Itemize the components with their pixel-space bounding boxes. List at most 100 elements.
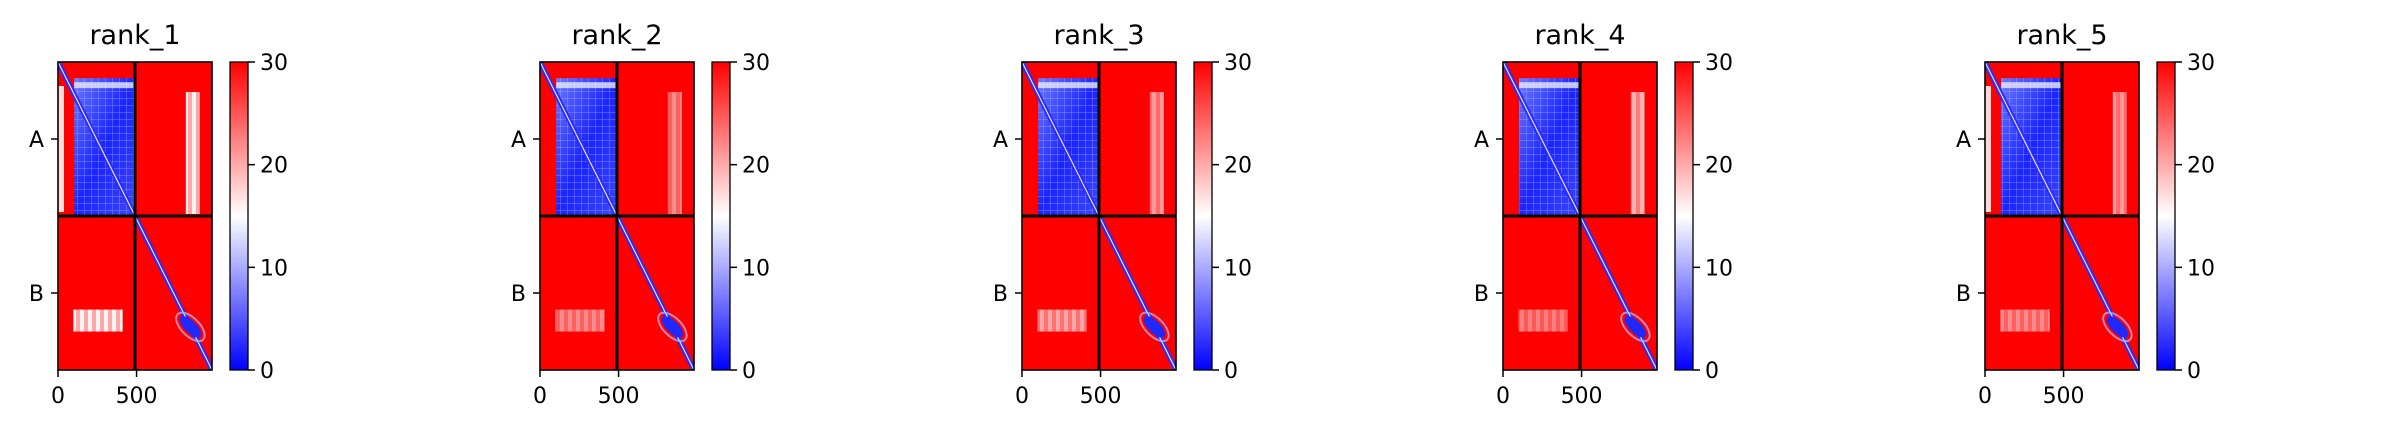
colorbar-tick-label: 30 [260, 51, 288, 76]
colorbar-tick-label: 30 [742, 51, 770, 76]
chart-title: rank_5 [2016, 20, 2107, 51]
colorbar-tick-label: 0 [742, 359, 756, 384]
x-tick-label: 0 [1978, 384, 1992, 409]
colorbar-tick-label: 20 [1224, 154, 1252, 179]
x-tick-label: 500 [2043, 384, 2085, 409]
colorbar-tick-label: 30 [2187, 51, 2215, 76]
n-terminal-band [1985, 86, 1991, 212]
subplot-rank_2: rank_2 A B 0 500 0 10 20 30 [511, 20, 770, 409]
colorbar: 0 10 20 30 [711, 51, 770, 384]
block-ab-stripe [1149, 92, 1164, 214]
bb-blob [179, 316, 202, 338]
colorbar-tick-label: 0 [1224, 359, 1238, 384]
colorbar-tick-label: 0 [2187, 359, 2201, 384]
x-tick-label: 0 [533, 384, 547, 409]
colorbar-gradient [1194, 62, 1212, 370]
heatmap-image [540, 62, 694, 370]
y-tick-label: B [511, 282, 526, 307]
block-ab-stripe [2112, 92, 2127, 214]
x-tick-label: 500 [598, 384, 640, 409]
y-tick-label: B [1474, 282, 1489, 307]
chart-title: rank_4 [1534, 20, 1625, 51]
block-ab-stripe [667, 92, 682, 214]
subplot-rank_3: rank_3 A B 0 500 0 10 20 30 [993, 20, 1252, 409]
colorbar-tick-label: 30 [1705, 51, 1733, 76]
colorbar-frame [229, 61, 249, 371]
x-tick-label: 0 [51, 384, 65, 409]
colorbar-tick-label: 10 [1705, 256, 1733, 281]
colorbar-gradient [712, 62, 730, 370]
colorbar-tick-label: 20 [260, 154, 288, 179]
block-ab-stripe [185, 92, 200, 214]
x-tick-label: 500 [1561, 384, 1603, 409]
colorbar-tick-label: 10 [1224, 256, 1252, 281]
colorbar: 0 10 20 30 [229, 51, 288, 384]
colorbar: 0 10 20 30 [1193, 51, 1252, 384]
chart-title: rank_1 [89, 20, 180, 51]
colorbar-frame [2156, 61, 2176, 371]
colorbar-frame [1193, 61, 1213, 371]
colorbar-tick-label: 20 [2187, 154, 2215, 179]
bb-blob [1624, 316, 1647, 338]
block-aa-band [556, 82, 617, 89]
colorbar-tick-label: 10 [742, 256, 770, 281]
colorbar: 0 10 20 30 [2156, 51, 2215, 384]
block-ba-stripe [73, 309, 123, 332]
bb-blob [2106, 316, 2129, 338]
x-tick-label: 500 [1080, 384, 1122, 409]
block-ba-stripe [2000, 309, 2050, 332]
y-tick-label: A [511, 128, 526, 153]
block-aa-band [1519, 82, 1580, 89]
colorbar-gradient [230, 62, 248, 370]
x-tick-label: 0 [1496, 384, 1510, 409]
chart-title: rank_3 [1053, 20, 1144, 51]
heatmap-image [1503, 62, 1657, 370]
axes-frame [1021, 61, 1177, 371]
y-tick-label: B [1956, 282, 1971, 307]
x-tick-label: 500 [116, 384, 158, 409]
colorbar: 0 10 20 30 [1674, 51, 1733, 384]
y-tick-label: A [29, 128, 44, 153]
y-tick-label: A [993, 128, 1008, 153]
colorbar-tick-label: 0 [1705, 359, 1719, 384]
bb-blob-halo [1139, 311, 1170, 343]
colorbar-tick-label: 20 [742, 154, 770, 179]
bb-blob-halo [2102, 311, 2133, 343]
block-ba-stripe [1518, 309, 1568, 332]
block-ba-stripe [1037, 309, 1087, 332]
block-aa-band [74, 82, 135, 89]
y-tick-label: B [29, 282, 44, 307]
colorbar-frame [1674, 61, 1694, 371]
colorbar-tick-label: 30 [1224, 51, 1252, 76]
block-aa-band [1038, 82, 1099, 89]
chart-title: rank_2 [571, 20, 662, 51]
colorbar-frame [711, 61, 731, 371]
colorbar-tick-label: 20 [1705, 154, 1733, 179]
axes-frame [539, 61, 695, 371]
n-terminal-band [58, 86, 64, 212]
axes-frame [1984, 61, 2140, 371]
heatmap-image [58, 62, 212, 370]
bb-blob [1143, 316, 1166, 338]
colorbar-tick-label: 0 [260, 359, 274, 384]
y-tick-label: A [1474, 128, 1489, 153]
colorbar-tick-label: 10 [260, 256, 288, 281]
heatmap-image [1985, 62, 2139, 370]
bb-blob-halo [175, 311, 206, 343]
block-aa-band [2001, 82, 2062, 89]
y-tick-label: B [993, 282, 1008, 307]
subplot-rank_1: rank_1 A B 0 500 0 10 20 30 [29, 20, 288, 409]
subplot-rank_5: rank_5 A B 0 500 0 10 20 30 [1956, 20, 2215, 409]
subplot-rank_4: rank_4 A B 0 500 0 10 20 30 [1474, 20, 1733, 409]
axes-frame [57, 61, 213, 371]
colorbar-gradient [2157, 62, 2175, 370]
axes-frame [1502, 61, 1658, 371]
x-tick-label: 0 [1015, 384, 1029, 409]
bb-blob-halo [657, 311, 688, 343]
colorbar-gradient [1675, 62, 1693, 370]
block-ba-stripe [555, 309, 605, 332]
bb-blob-halo [1620, 311, 1651, 343]
heatmap-image [1022, 62, 1176, 370]
y-tick-label: A [1956, 128, 1971, 153]
